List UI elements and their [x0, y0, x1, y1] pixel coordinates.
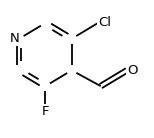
Text: N: N: [9, 32, 19, 45]
Text: Cl: Cl: [98, 16, 111, 29]
Text: O: O: [127, 64, 138, 77]
Text: F: F: [42, 105, 49, 118]
